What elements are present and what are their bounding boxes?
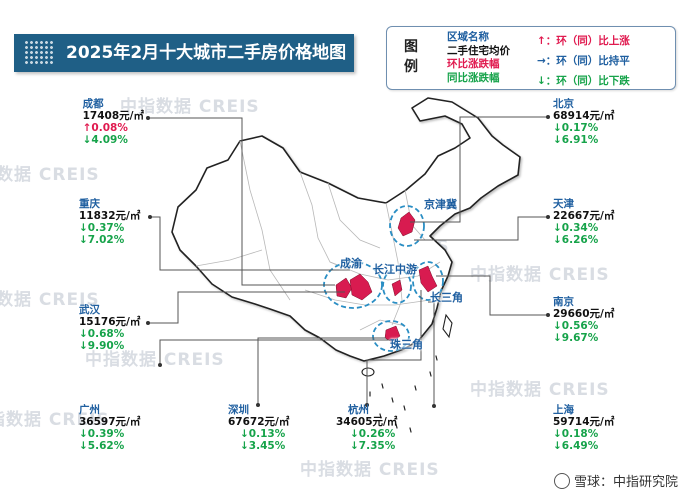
snowball-icon xyxy=(553,473,570,489)
city-price: 17408元/㎡ xyxy=(82,110,144,122)
city-name: 重庆 xyxy=(79,198,100,210)
legend-field-name: 区域名称 xyxy=(447,31,489,43)
city-label-nanjing: 南京 29660元/㎡ ↓0.56% ↓9.67% xyxy=(553,296,614,344)
chengyu-area-east xyxy=(349,273,373,301)
changsanjiao-area xyxy=(418,265,438,293)
city-label-beijing: 北京 68914元/㎡ ↓0.17% ↓6.91% xyxy=(553,98,614,146)
region-label-changsanjiao: 长三角 xyxy=(430,291,463,304)
changjiang-area xyxy=(391,279,403,297)
city-name: 天津 xyxy=(553,198,574,210)
legend-key-up: ↑：环（同）比上涨 xyxy=(537,35,630,47)
city-price: 36597元/㎡ xyxy=(79,416,141,428)
city-price: 59714元/㎡ xyxy=(553,416,615,428)
legend-key-down: ↓：环（同）比下跌 xyxy=(537,75,630,87)
source-note-text: 雪球：中指研究院 xyxy=(573,475,678,490)
city-yoy: ↓4.09% xyxy=(82,134,128,146)
city-mom: ↓0.39% xyxy=(79,428,125,440)
legend: 图例 区域名称 二手住宅均价 环比涨跌幅 同比涨跌幅 ↑：环（同）比上涨 →：环… xyxy=(386,26,676,90)
zhusanjiao-area xyxy=(384,325,401,343)
city-name: 深圳 xyxy=(228,404,249,416)
city-price: 15176元/㎡ xyxy=(79,316,141,328)
city-label-chongqing: 重庆 11832元/㎡ ↓0.37% ↓7.02% xyxy=(79,198,140,246)
city-price: 29660元/㎡ xyxy=(553,308,615,320)
city-label-tianjin: 天津 22667元/㎡ ↓0.34% ↓6.26% xyxy=(553,198,614,246)
city-name: 广州 xyxy=(79,404,100,416)
city-yoy: ↓7.02% xyxy=(79,234,125,246)
city-name: 武汉 xyxy=(79,304,100,316)
legend-field-price: 二手住宅均价 xyxy=(447,44,510,57)
city-yoy: ↓6.26% xyxy=(553,234,599,246)
source-note: 雪球：中指研究院 xyxy=(553,471,678,490)
city-price: 68914元/㎡ xyxy=(553,110,615,122)
city-yoy: ↓3.45% xyxy=(240,440,286,452)
city-label-shanghai: 上海 59714元/㎡ ↓0.18% ↓6.49% xyxy=(553,404,614,452)
city-label-hangzhou: 杭州 34605元/㎡ ↓0.26% ↓7.35% xyxy=(336,404,397,452)
city-price: 11832元/㎡ xyxy=(79,210,141,222)
city-label-guangzhou: 广州 36597元/㎡ ↓0.39% ↓5.62% xyxy=(79,404,140,452)
city-name: 杭州 xyxy=(348,404,369,416)
chengyu-area-west xyxy=(335,277,353,299)
city-yoy: ↓6.49% xyxy=(553,440,599,452)
city-label-chengdu: 成都 17408元/㎡ ↑0.08% ↓4.09% xyxy=(83,98,144,146)
changjiang-circle xyxy=(382,268,412,304)
city-price: 34605元/㎡ xyxy=(336,416,398,428)
zhusanjiao-circle xyxy=(372,320,410,352)
country-outline xyxy=(171,97,521,362)
legend-keys: ↑：环（同）比上涨 →：环（同）比持平 ↓：环（同）比下跌 xyxy=(537,31,630,91)
legend-heading: 图例 xyxy=(404,39,418,75)
region-label-jingjinji: 京津冀 xyxy=(424,198,457,211)
legend-key-flat: →：环（同）比持平 xyxy=(537,55,630,67)
city-mom: ↓0.34% xyxy=(553,222,599,234)
city-mom: ↑0.08% xyxy=(82,122,128,134)
region-label-changjiang: 长江中游 xyxy=(373,263,417,276)
city-name: 北京 xyxy=(553,98,574,110)
dot-pattern-icon xyxy=(24,40,54,66)
region-label-zhusanjiao: 珠三角 xyxy=(390,338,423,351)
city-yoy: ↓5.62% xyxy=(79,440,125,452)
jingjinji-circle xyxy=(389,205,425,247)
city-mom: ↓0.37% xyxy=(79,222,125,234)
city-label-shenzhen: 深圳 67672元/㎡ ↓0.13% ↓3.45% xyxy=(228,404,289,452)
legend-field-mom: 环比涨跌幅 xyxy=(447,58,500,70)
city-name: 上海 xyxy=(553,404,574,416)
page-title: 2025年2月十大城市二手房价格地图 xyxy=(66,43,347,63)
region-label-chengyu: 成渝 xyxy=(340,257,362,270)
city-mom: ↓0.18% xyxy=(553,428,599,440)
city-yoy: ↓9.67% xyxy=(553,332,599,344)
city-name: 成都 xyxy=(82,98,104,110)
city-price: 67672元/㎡ xyxy=(228,416,290,428)
city-mom: ↓0.56% xyxy=(553,320,599,332)
city-name: 南京 xyxy=(553,296,574,308)
city-yoy: ↓9.90% xyxy=(79,340,125,352)
city-mom: ↓0.26% xyxy=(350,428,396,440)
legend-field-yoy: 同比涨跌幅 xyxy=(447,71,500,84)
city-yoy: ↓7.35% xyxy=(350,440,396,452)
city-price: 22667元/㎡ xyxy=(553,210,615,222)
city-label-wuhan: 武汉 15176元/㎡ ↓0.68% ↓9.90% xyxy=(79,304,140,352)
changsanjiao-circle xyxy=(412,261,444,301)
legend-fields: 区域名称 二手住宅均价 环比涨跌幅 同比涨跌幅 xyxy=(447,31,510,85)
city-mom: ↓0.68% xyxy=(79,328,125,340)
city-mom: ↓0.13% xyxy=(240,428,286,440)
jingjinji-area xyxy=(397,211,416,237)
city-yoy: ↓6.91% xyxy=(553,134,599,146)
title-banner: 2025年2月十大城市二手房价格地图 xyxy=(14,34,354,72)
city-mom: ↓0.17% xyxy=(553,122,599,134)
